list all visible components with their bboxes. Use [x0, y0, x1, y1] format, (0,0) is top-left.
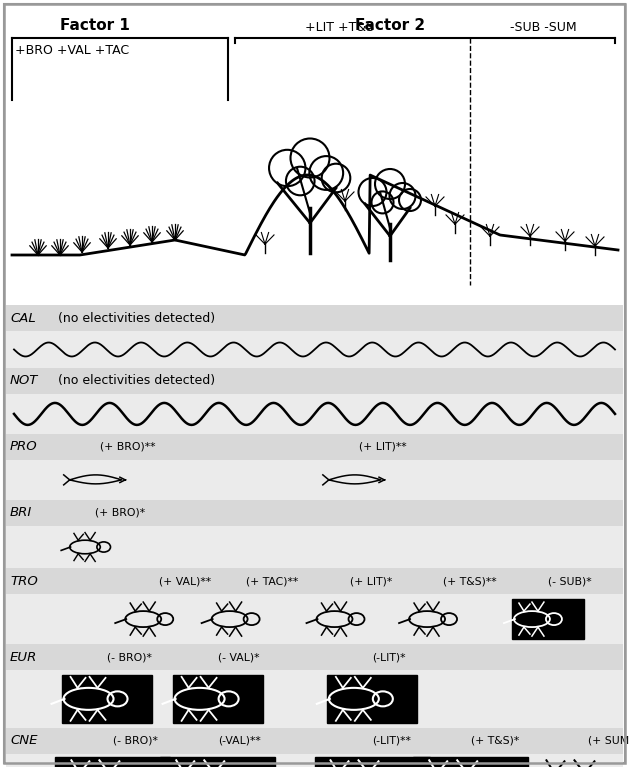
Bar — [6, 368, 623, 394]
Bar — [6, 644, 623, 670]
Text: (no electivities detected): (no electivities detected) — [58, 374, 215, 387]
Text: EUR: EUR — [10, 650, 37, 663]
Text: NOT: NOT — [10, 374, 38, 387]
Text: (+ LIT)**: (+ LIT)** — [359, 442, 407, 452]
Text: (+ VAL)**: (+ VAL)** — [159, 576, 211, 586]
Bar — [172, 675, 262, 723]
Bar — [314, 757, 430, 767]
Text: +LIT +T&S: +LIT +T&S — [306, 21, 374, 34]
Text: TRO: TRO — [10, 574, 38, 588]
Bar — [6, 305, 623, 331]
Text: Factor 2: Factor 2 — [355, 18, 425, 33]
Bar — [6, 434, 623, 460]
Bar — [62, 675, 152, 723]
Bar — [6, 460, 623, 500]
Text: BRI: BRI — [10, 506, 32, 519]
Text: (+ T&S)*: (+ T&S)* — [470, 736, 519, 746]
Text: (-LIT)*: (-LIT)* — [372, 652, 405, 662]
Text: (+ BRO)*: (+ BRO)* — [95, 508, 145, 518]
Text: (+ T&S)**: (+ T&S)** — [443, 576, 497, 586]
Text: (-VAL)**: (-VAL)** — [218, 736, 260, 746]
Text: CNE: CNE — [10, 734, 38, 747]
Text: (- BRO)*: (- BRO)* — [113, 736, 158, 746]
Bar — [512, 599, 584, 639]
Text: CAL: CAL — [10, 311, 36, 324]
Text: (+ SUM)**: (+ SUM)** — [588, 736, 629, 746]
Bar — [160, 757, 276, 767]
Bar — [6, 754, 623, 767]
Text: (- BRO)*: (- BRO)* — [106, 652, 152, 662]
Text: -SUB -SUM: -SUB -SUM — [509, 21, 576, 34]
Text: (- SUB)*: (- SUB)* — [548, 576, 591, 586]
Bar — [6, 526, 623, 568]
Text: PRO: PRO — [10, 440, 38, 453]
Text: +BRO +VAL +TAC: +BRO +VAL +TAC — [15, 44, 129, 57]
Bar — [6, 568, 623, 594]
Bar — [6, 728, 623, 754]
Bar — [6, 670, 623, 728]
Text: (+ TAC)**: (+ TAC)** — [245, 576, 298, 586]
Text: (+ BRO)**: (+ BRO)** — [100, 442, 156, 452]
Bar — [6, 394, 623, 434]
Bar — [6, 500, 623, 526]
Text: (-LIT)**: (-LIT)** — [372, 736, 411, 746]
Bar — [6, 594, 623, 644]
Bar — [327, 675, 417, 723]
Text: (+ LIT)*: (+ LIT)* — [350, 576, 392, 586]
Bar — [6, 331, 623, 368]
Text: Factor 1: Factor 1 — [60, 18, 130, 33]
Text: (no electivities detected): (no electivities detected) — [58, 311, 215, 324]
Bar — [55, 757, 170, 767]
Text: (- VAL)*: (- VAL)* — [218, 652, 259, 662]
Bar — [413, 757, 528, 767]
